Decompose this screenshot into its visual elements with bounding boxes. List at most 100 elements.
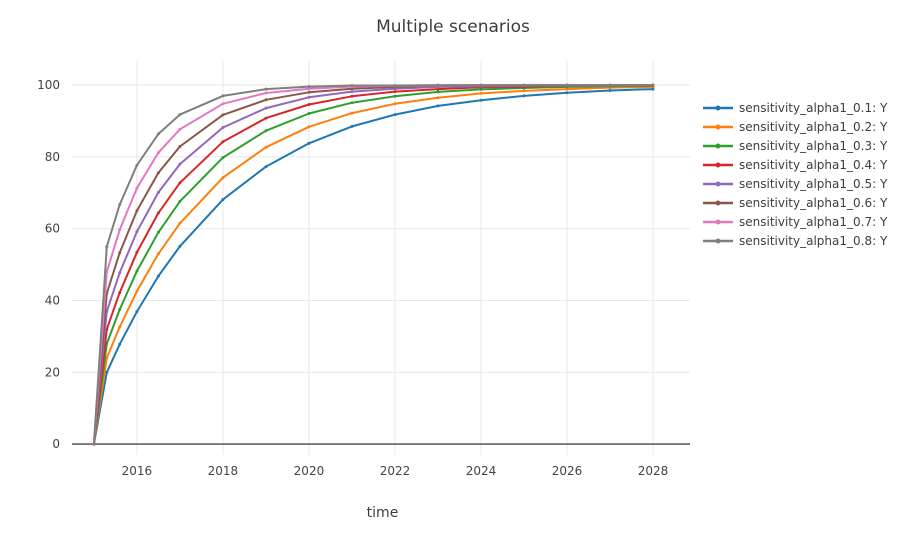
series-marker <box>350 90 354 94</box>
x-axis-label: time <box>366 505 399 521</box>
series-marker <box>135 269 139 273</box>
series-marker <box>178 127 182 131</box>
series-marker <box>651 87 655 91</box>
series-marker <box>156 274 160 278</box>
series-marker <box>264 116 268 120</box>
series-marker <box>350 87 354 91</box>
legend-item[interactable]: sensitivity_alpha1_0.5: Y <box>700 174 887 193</box>
legend-item[interactable]: sensitivity_alpha1_0.3: Y <box>700 136 887 155</box>
series-marker <box>307 103 311 106</box>
y-tick-label: 100 <box>37 78 60 92</box>
legend-marker-icon <box>715 238 721 244</box>
series-marker <box>221 156 225 160</box>
series-marker <box>522 83 526 87</box>
series-marker <box>264 165 268 169</box>
y-tick-label: 80 <box>45 150 60 164</box>
legend-item-label: sensitivity_alpha1_0.6: Y <box>739 196 888 211</box>
legend-item[interactable]: sensitivity_alpha1_0.4: Y <box>700 155 887 174</box>
x-tick-label: 2018 <box>208 464 239 478</box>
series-marker <box>307 125 311 129</box>
legend-swatch-line <box>703 143 733 149</box>
series-marker <box>118 228 122 232</box>
legend-item[interactable]: sensitivity_alpha1_0.2: Y <box>700 117 887 136</box>
series-line <box>92 84 654 446</box>
series-marker <box>156 132 160 136</box>
series-marker <box>608 83 612 87</box>
series-marker <box>264 87 268 91</box>
legend-item[interactable]: sensitivity_alpha1_0.7: Y <box>700 213 887 232</box>
series-marker <box>178 162 182 166</box>
legend-swatch-line <box>703 238 733 244</box>
series-marker <box>393 113 397 117</box>
series-marker <box>350 124 354 128</box>
series-marker <box>436 87 440 91</box>
series-marker <box>178 113 182 117</box>
series-marker <box>221 198 225 202</box>
series-marker <box>118 271 122 275</box>
legend-item-label: sensitivity_alpha1_0.3: Y <box>739 138 888 153</box>
series-marker <box>436 96 440 100</box>
series-marker <box>393 90 397 94</box>
series-marker <box>105 370 109 374</box>
series-marker <box>118 308 122 311</box>
series-marker <box>608 89 612 92</box>
x-tick-label: 2024 <box>466 464 497 478</box>
legend-swatch-line <box>703 219 733 225</box>
series-marker <box>307 141 311 145</box>
x-tick-label: 2026 <box>552 464 583 478</box>
legend-item[interactable]: sensitivity_alpha1_0.6: Y <box>700 193 887 212</box>
series-marker <box>264 129 268 133</box>
series-marker <box>156 171 160 175</box>
series-line <box>92 84 654 446</box>
series-marker <box>135 230 139 234</box>
series-marker <box>479 83 483 87</box>
series-marker <box>565 83 569 87</box>
legend-marker-icon <box>715 162 721 168</box>
series-marker <box>221 140 225 144</box>
series-marker <box>436 104 440 108</box>
series-marker <box>393 102 397 106</box>
legend-marker-icon <box>715 105 721 111</box>
series-marker <box>264 106 268 110</box>
series-line <box>92 84 654 446</box>
series-marker <box>118 203 122 207</box>
series-line <box>92 88 654 446</box>
y-tick-label: 60 <box>45 222 60 236</box>
series-marker <box>307 95 311 99</box>
series-marker <box>178 199 182 203</box>
legend-marker-icon <box>715 219 721 225</box>
series-marker <box>178 221 182 225</box>
series-marker <box>307 90 311 94</box>
series-marker <box>436 83 440 87</box>
series-marker <box>307 85 311 89</box>
series-line <box>92 85 654 446</box>
series-marker <box>479 87 483 91</box>
series-marker <box>135 163 139 167</box>
series-marker <box>221 113 225 117</box>
series-marker <box>393 94 397 98</box>
series-marker <box>479 91 483 95</box>
series-marker <box>565 87 569 91</box>
series-marker <box>436 90 440 94</box>
legend-marker-icon <box>715 143 721 149</box>
legend-marker-icon <box>715 124 721 130</box>
legend-item[interactable]: sensitivity_alpha1_0.8: Y <box>700 232 887 251</box>
series-marker <box>350 94 354 98</box>
series-marker <box>135 289 139 293</box>
series-marker <box>118 291 122 295</box>
series-marker <box>221 176 225 180</box>
legend-item[interactable]: sensitivity_alpha1_0.1: Y <box>700 98 887 117</box>
legend-swatch-line <box>703 181 733 187</box>
series-marker <box>156 211 160 215</box>
series-marker <box>350 84 354 87</box>
legend-item-label: sensitivity_alpha1_0.5: Y <box>739 176 888 191</box>
series-marker <box>156 190 160 194</box>
series-marker <box>221 126 225 129</box>
series-marker <box>178 181 182 185</box>
legend-swatch-line <box>703 162 733 168</box>
legend-swatch-line <box>703 124 733 130</box>
series-marker <box>651 83 655 87</box>
series-marker <box>522 89 526 93</box>
series-marker <box>135 209 139 213</box>
